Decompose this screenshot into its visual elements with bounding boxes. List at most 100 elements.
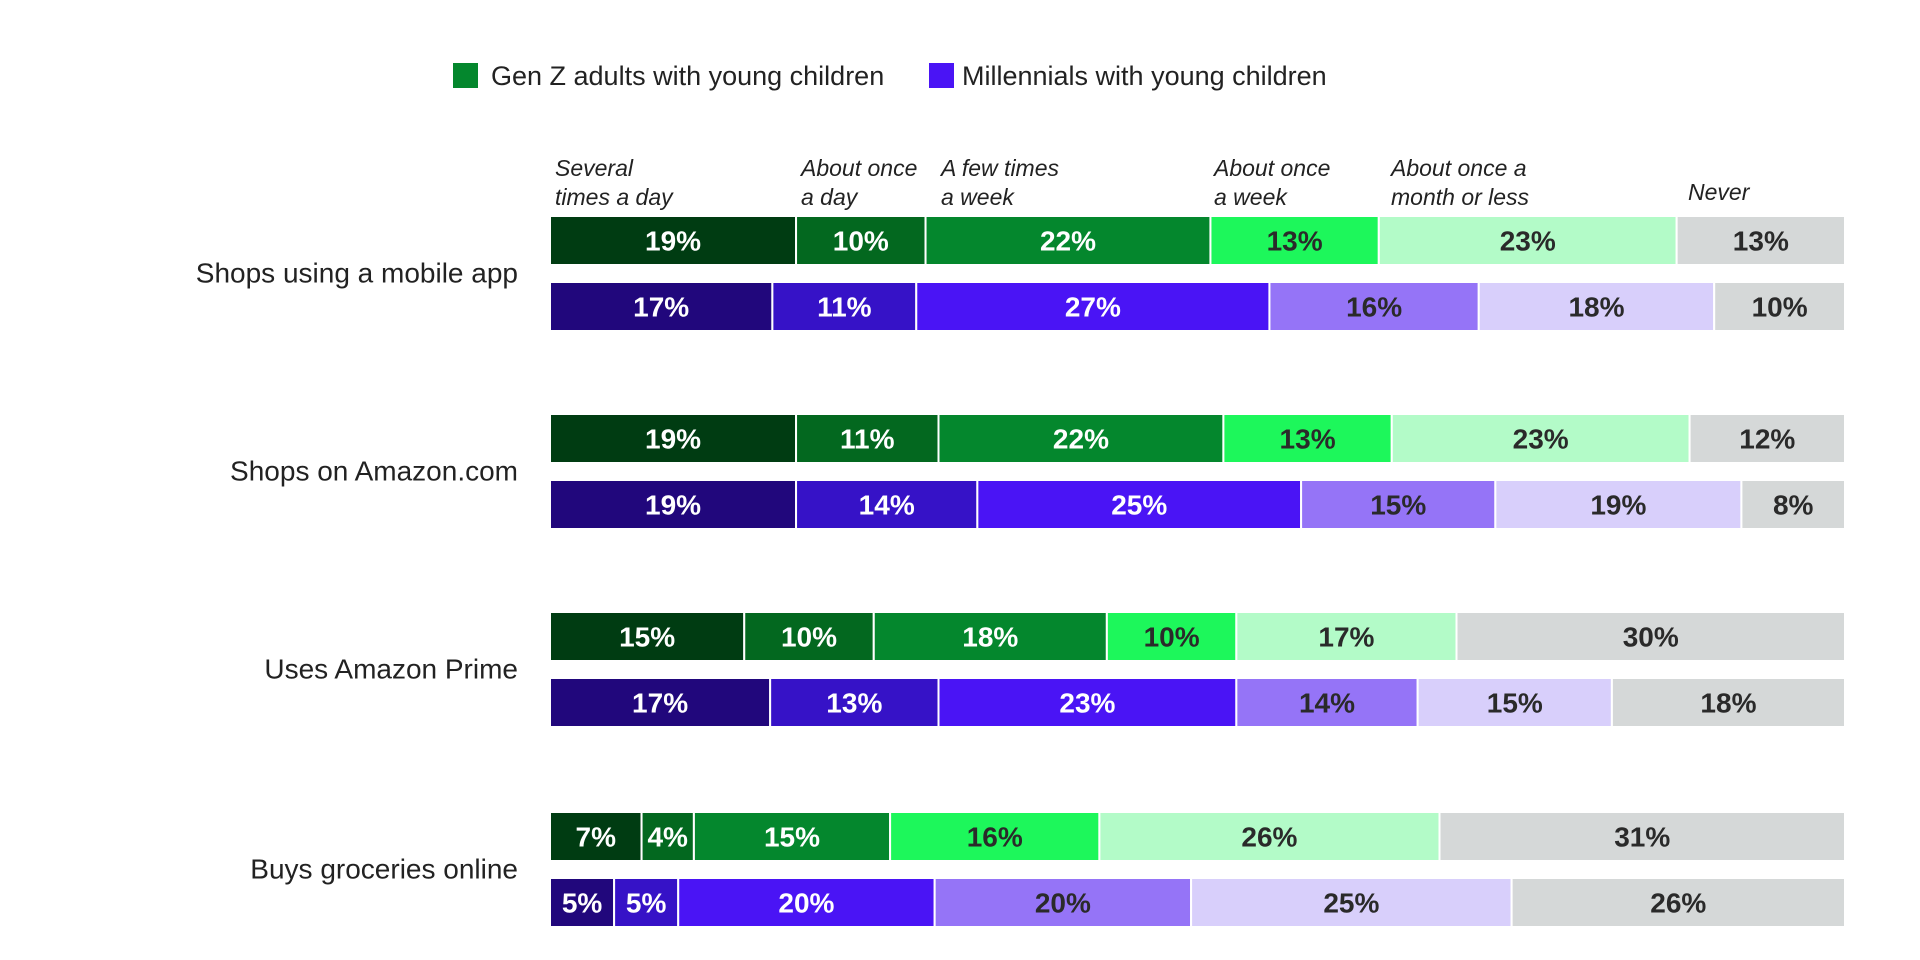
- data-label-s1-c6: 12%: [1739, 424, 1795, 455]
- bar-segment-s2-c1: [549, 281, 774, 332]
- data-label-s2-c2: 14%: [859, 490, 915, 521]
- legend-label-2: Millennials with young children: [962, 61, 1327, 91]
- column-header-3-line-1: A few times: [939, 155, 1060, 181]
- column-header-2-line-1: About once: [799, 155, 917, 181]
- bar-segment-s1-c4: [1105, 611, 1238, 662]
- bar-segment-s1-c2: [795, 413, 940, 464]
- data-label-s1-c3: 15%: [764, 822, 820, 853]
- bar-segment-s1-c1: [549, 413, 798, 464]
- data-label-s2-c1: 19%: [645, 490, 701, 521]
- data-label-s1-c4: 13%: [1267, 226, 1323, 257]
- legend: Gen Z adults with young children Millenni…: [453, 61, 1327, 91]
- bar-segment-s1-c4: [889, 811, 1101, 862]
- bar-segment-s2-c2: [771, 281, 918, 332]
- data-label-s1-c1: 15%: [619, 622, 675, 653]
- bar-segment-s1-c1: [549, 215, 798, 266]
- data-label-s2-c3: 27%: [1065, 292, 1121, 323]
- bar-segment-s1-c1: [549, 811, 643, 862]
- bar-segment-s2-c1: [549, 479, 798, 530]
- bar-segment-s1-c3: [872, 611, 1108, 662]
- data-label-s1-c5: 17%: [1318, 622, 1374, 653]
- column-header-5-line-2: month or less: [1391, 184, 1530, 210]
- data-label-s2-c5: 25%: [1323, 888, 1379, 919]
- bar-segment-s1-c5: [1098, 811, 1441, 862]
- data-label-s2-c2: 13%: [826, 688, 882, 719]
- bar-segment-s2-c5: [1494, 479, 1743, 530]
- data-label-s2-c4: 14%: [1299, 688, 1355, 719]
- bar-segment-s2-c6: [1510, 877, 1846, 928]
- row-label: Buys groceries online: [250, 854, 518, 885]
- bar-segment-s1-c5: [1390, 413, 1691, 464]
- data-label-s1-c4: 10%: [1144, 622, 1200, 653]
- data-label-s1-c2: 4%: [647, 822, 688, 853]
- data-label-s1-c5: 23%: [1500, 226, 1556, 257]
- data-label-s1-c3: 18%: [962, 622, 1018, 653]
- data-label-s1-c2: 10%: [833, 226, 889, 257]
- chart-rows: Shops using a mobile app 19% 10% 22% 13% 23% 1…: [196, 215, 1847, 928]
- data-label-s1-c1: 7%: [576, 822, 617, 853]
- row-group-2: Shops on Amazon.com 19% 11% 22% 13% 23% 12% 19%…: [230, 413, 1847, 530]
- bar-segment-s2-c4: [1300, 479, 1497, 530]
- bar-segment-s1-c4: [1222, 413, 1393, 464]
- data-label-s1-c2: 10%: [781, 622, 837, 653]
- bar-segment-s2-c5: [1416, 677, 1613, 728]
- data-label-s2-c1: 17%: [633, 292, 689, 323]
- data-label-s2-c3: 25%: [1111, 490, 1167, 521]
- column-header-6-line-1: Never: [1688, 179, 1751, 205]
- legend-swatch-2: [929, 63, 954, 88]
- data-label-s1-c1: 19%: [645, 226, 701, 257]
- data-label-s1-c4: 16%: [967, 822, 1023, 853]
- row-label: Shops on Amazon.com: [230, 456, 518, 487]
- bar-segment-s1-c2: [640, 811, 695, 862]
- bar-segment-s1-c6: [1675, 215, 1847, 266]
- data-label-s2-c4: 20%: [1035, 888, 1091, 919]
- bar-segment-s1-c2: [795, 215, 927, 266]
- data-label-s2-c5: 18%: [1568, 292, 1624, 323]
- column-header-1-line-1: Several: [555, 155, 634, 181]
- data-label-s2-c4: 16%: [1346, 292, 1402, 323]
- data-label-s1-c6: 31%: [1614, 822, 1670, 853]
- bar-segment-s2-c1: [549, 677, 772, 728]
- bar-segment-s2-c3: [677, 877, 936, 928]
- row-label: Uses Amazon Prime: [264, 654, 518, 685]
- column-header-4-line-1: About once: [1212, 155, 1330, 181]
- data-label-s1-c6: 13%: [1733, 226, 1789, 257]
- data-label-s2-c1: 17%: [632, 688, 688, 719]
- bar-segment-s2-c6: [1740, 479, 1847, 530]
- row-group-1: Shops using a mobile app 19% 10% 22% 13% 23% 1…: [196, 215, 1847, 332]
- data-label-s1-c1: 19%: [645, 424, 701, 455]
- bar-segment-s2-c4: [1235, 677, 1419, 728]
- column-headers: Several times a day About once a day A few t…: [555, 155, 1751, 210]
- data-label-s2-c3: 20%: [778, 888, 834, 919]
- data-label-s1-c4: 13%: [1280, 424, 1336, 455]
- legend-label-1: Gen Z adults with young children: [491, 61, 884, 91]
- data-label-s2-c5: 15%: [1487, 688, 1543, 719]
- data-label-s1-c2: 11%: [840, 424, 895, 455]
- row-group-3: Uses Amazon Prime 15% 10% 18% 10% 17% 30% 17% 13…: [264, 611, 1847, 728]
- bar-segment-s2-c6: [1713, 281, 1846, 332]
- data-label-s2-c6: 8%: [1773, 490, 1814, 521]
- data-label-s1-c5: 23%: [1513, 424, 1569, 455]
- bar-segment-s2-c4: [933, 877, 1193, 928]
- data-label-s2-c3: 23%: [1059, 688, 1115, 719]
- data-label-s2-c2: 11%: [817, 292, 872, 323]
- bar-segment-s2-c4: [1268, 281, 1480, 332]
- column-header-2-line-2: a day: [801, 184, 859, 210]
- row-group-4: Buys groceries online 7% 4% 15% 16% 26% 31% 5% 5…: [250, 811, 1847, 928]
- data-label-s2-c6: 26%: [1650, 888, 1706, 919]
- bar-segment-s2-c6: [1610, 677, 1847, 728]
- column-header-3-line-2: a week: [941, 184, 1015, 210]
- data-label-s2-c2: 5%: [626, 888, 667, 919]
- data-label-s1-c6: 30%: [1623, 622, 1679, 653]
- data-label-s2-c1: 5%: [562, 888, 603, 919]
- bar-segment-s2-c3: [976, 479, 1303, 530]
- bar-segment-s2-c2: [795, 479, 979, 530]
- bar-segment-s1-c5: [1377, 215, 1678, 266]
- column-header-5-line-1: About once a: [1389, 155, 1527, 181]
- bar-segment-s1-c6: [1688, 413, 1846, 464]
- bar-segment-s2-c5: [1190, 877, 1513, 928]
- data-label-s2-c5: 19%: [1590, 490, 1646, 521]
- bar-segment-s1-c6: [1438, 811, 1847, 862]
- bar-segment-s2-c3: [915, 281, 1271, 332]
